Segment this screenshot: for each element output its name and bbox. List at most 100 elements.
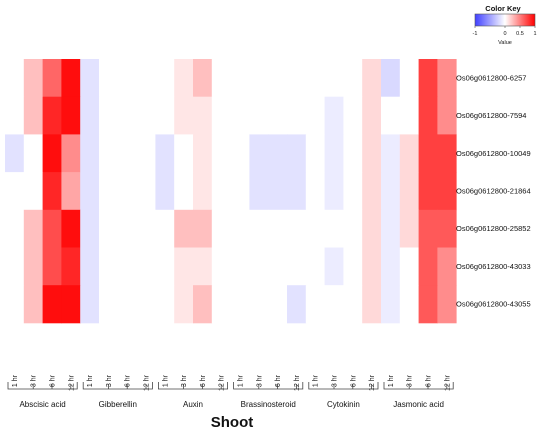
- heatmap-cell: [211, 172, 231, 211]
- heatmap-cell: [136, 96, 156, 135]
- heatmap-cell: [324, 59, 344, 98]
- heatmap-cell: [23, 285, 43, 324]
- heatmap-cell: [362, 59, 382, 98]
- heatmap-cell: [42, 247, 62, 286]
- heatmap-cell: [287, 134, 307, 173]
- heatmap-cell: [230, 59, 250, 98]
- heatmap-cell: [399, 96, 419, 135]
- row-label: Os06g0612800-21864: [456, 186, 531, 195]
- heatmap-cell: [230, 134, 250, 173]
- heatmap-cell: [305, 59, 325, 98]
- heatmap-cell: [23, 247, 43, 286]
- heatmap-cell: [193, 285, 213, 324]
- column-tick-label: 3 hr: [332, 374, 339, 387]
- heatmap-cell: [362, 96, 382, 135]
- heatmap-cell: [268, 96, 288, 135]
- row-labels: Os06g0612800-6257 Os06g0612800-7594 Os06g0…: [456, 73, 531, 308]
- column-tick-label: 6 hr: [275, 374, 282, 387]
- heatmap-cell: [418, 209, 438, 248]
- heatmap-cell: [249, 209, 269, 248]
- heatmap-cell: [230, 172, 250, 211]
- column-tick-label: 6 hr: [50, 374, 57, 387]
- heatmap-cell: [155, 96, 175, 135]
- column-tick-label: 12 hr: [68, 374, 75, 391]
- heatmap-cell: [343, 172, 363, 211]
- heatmap-cell: [61, 134, 81, 173]
- heatmap-cell: [324, 96, 344, 135]
- heatmap-cell: [437, 209, 457, 248]
- heatmap-cell: [193, 134, 213, 173]
- heatmap-cells: [5, 59, 457, 324]
- column-tick-label: 6 hr: [125, 374, 132, 387]
- column-tick-labels: 1 hr 3 hr 6 hr 12 hr 1 hr 3 hr 6 hr 12 hr 1 hr 3 …: [12, 374, 451, 391]
- heatmap-cell: [287, 172, 307, 211]
- group-bracket: [82, 382, 153, 390]
- heatmap-cell: [268, 134, 288, 173]
- heatmap-cell: [5, 209, 25, 248]
- x-axis-title: Shoot: [211, 414, 254, 431]
- heatmap-cell: [23, 209, 43, 248]
- group-label: Jasmonic acid: [393, 400, 444, 409]
- heatmap-cell: [23, 96, 43, 135]
- group-bracket: [308, 382, 379, 390]
- heatmap-cell: [362, 134, 382, 173]
- heatmap-cell: [42, 59, 62, 98]
- heatmap-cell: [381, 96, 401, 135]
- group-bracket: [7, 382, 78, 390]
- column-tick-label: 6 hr: [200, 374, 207, 387]
- group-label: Auxin: [183, 400, 203, 409]
- heatmap-cell: [437, 247, 457, 286]
- heatmap-cell: [418, 285, 438, 324]
- heatmap-cell: [418, 59, 438, 98]
- group-label: Brassinosteroid: [241, 400, 296, 409]
- heatmap-cell: [399, 247, 419, 286]
- heatmap-cell: [5, 59, 25, 98]
- color-key-tick-label: 0: [503, 31, 506, 37]
- heatmap-cell: [343, 134, 363, 173]
- heatmap-cell: [381, 172, 401, 211]
- heatmap-cell: [305, 285, 325, 324]
- heatmap-cell: [174, 96, 194, 135]
- heatmap-cell: [136, 209, 156, 248]
- column-tick-label: 3 hr: [407, 374, 414, 387]
- heatmap-cell: [343, 96, 363, 135]
- heatmap-cell: [155, 209, 175, 248]
- heatmap-cell: [211, 96, 231, 135]
- heatmap-cell: [268, 285, 288, 324]
- heatmap-cell: [136, 285, 156, 324]
- heatmap-cell: [268, 172, 288, 211]
- heatmap-cell: [117, 172, 137, 211]
- heatmap-cell: [305, 96, 325, 135]
- heatmap-cell: [287, 96, 307, 135]
- heatmap-cell: [80, 247, 100, 286]
- column-tick-label: 1 hr: [87, 374, 94, 387]
- heatmap-cell: [80, 285, 100, 324]
- heatmap-cell: [230, 247, 250, 286]
- heatmap-cell: [230, 96, 250, 135]
- heatmap-cell: [174, 209, 194, 248]
- heatmap-cell: [437, 285, 457, 324]
- column-tick-label: 12 hr: [219, 374, 226, 391]
- group-label: Abscisic acid: [19, 400, 65, 409]
- column-tick-label: 12 hr: [144, 374, 151, 391]
- heatmap-cell: [362, 285, 382, 324]
- column-tick-label: 3 hr: [181, 374, 188, 387]
- heatmap-cell: [5, 285, 25, 324]
- heatmap-cell: [99, 172, 119, 211]
- heatmap-cell: [381, 285, 401, 324]
- heatmap-cell: [99, 209, 119, 248]
- heatmap-cell: [136, 59, 156, 98]
- color-key-tick-label: 1: [533, 31, 536, 37]
- heatmap-cell: [174, 172, 194, 211]
- column-tick-label: 6 hr: [350, 374, 357, 387]
- column-tick-label: 3 hr: [256, 374, 263, 387]
- heatmap-cell: [136, 247, 156, 286]
- row-label: Os06g0612800-43033: [456, 262, 531, 271]
- heatmap-cell: [80, 59, 100, 98]
- heatmap-cell: [174, 247, 194, 286]
- heatmap-cell: [193, 59, 213, 98]
- heatmap-cell: [61, 59, 81, 98]
- heatmap-cell: [193, 209, 213, 248]
- heatmap-cell: [61, 172, 81, 211]
- column-tick-label: 1 hr: [12, 374, 19, 387]
